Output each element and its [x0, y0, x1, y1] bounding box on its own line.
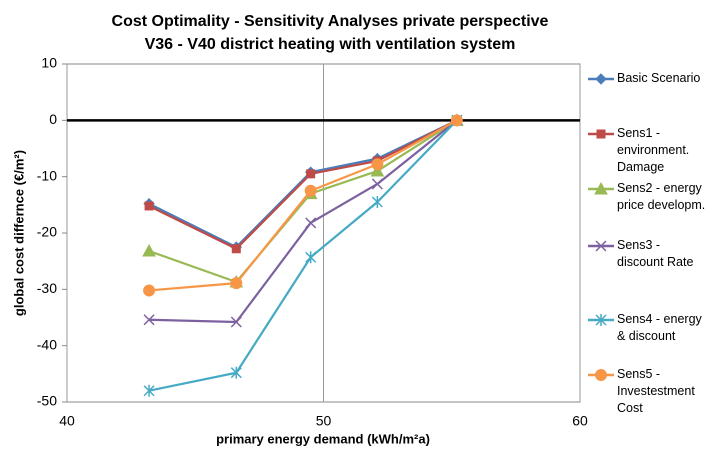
legend-marker	[595, 369, 607, 381]
legend-label: Sens3 - discount Rate	[617, 238, 694, 269]
legend-label: Sens1 - environment. Damage	[617, 126, 690, 174]
marker	[144, 201, 154, 211]
legend-label-box: Sens3 - discount Rate	[617, 238, 694, 269]
marker	[371, 158, 384, 171]
legend-label-box: Basic Scenario	[617, 71, 701, 85]
y-tick-label: -10	[37, 167, 57, 183]
legend-label-box: Sens5 - Investestment Cost	[617, 367, 695, 415]
legend-item: Sens4 - energy & discount	[588, 312, 702, 343]
marker	[306, 169, 316, 179]
legend-item: Sens1 - environment. Damage	[588, 126, 690, 174]
marker	[143, 314, 155, 326]
marker	[370, 163, 385, 177]
y-tick-label: 10	[41, 55, 57, 71]
y-tick-label: 0	[49, 111, 57, 127]
legend-marker	[595, 314, 607, 326]
x-tick-label: 40	[59, 413, 75, 429]
legend-label-box: Sens4 - energy & discount	[617, 312, 702, 343]
y-tick-label: -30	[37, 280, 57, 296]
legend-marker	[595, 240, 607, 252]
legend-marker	[596, 129, 606, 139]
marker	[305, 217, 317, 229]
marker	[230, 316, 242, 328]
legend-label-box: Sens1 - environment. Damage	[617, 126, 690, 174]
y-tick-label: -20	[37, 224, 57, 240]
marker	[230, 277, 243, 290]
marker	[304, 184, 317, 197]
legend-item: Sens3 - discount Rate	[588, 238, 694, 269]
legend-item: Sens2 - energy price developm.	[588, 181, 706, 212]
marker	[450, 114, 463, 127]
x-tick-label: 50	[316, 413, 332, 429]
marker	[305, 251, 317, 264]
y-tick-label: -40	[37, 336, 57, 352]
x-tick-label: 60	[572, 413, 588, 429]
marker	[231, 244, 241, 254]
legend-label: Sens5 - Investestment Cost	[617, 367, 695, 415]
marker	[230, 366, 242, 379]
chart-title: Cost Optimality - Sensitivity Analyses p…	[112, 13, 549, 30]
y-tick-label: -50	[37, 393, 57, 409]
legend-marker	[595, 73, 607, 85]
x-axis-label: primary energy demand (kWh/m²a)	[216, 431, 430, 446]
marker	[143, 284, 156, 297]
marker	[142, 243, 156, 257]
marker	[371, 178, 383, 190]
legend-label: Basic Scenario	[617, 71, 701, 85]
legend-label: Sens2 - energy price developm.	[617, 181, 706, 212]
marker	[143, 384, 155, 397]
legend-marker	[594, 181, 608, 195]
legend-label-box: Sens2 - energy price developm.	[617, 181, 706, 212]
y-axis-label: global cost differnce (€/m²)	[11, 150, 26, 316]
legend-item: Sens5 - Investestment Cost	[588, 367, 695, 415]
chart-subtitle: V36 - V40 district heating with ventilat…	[145, 36, 516, 53]
marker	[371, 196, 383, 209]
legend-label: Sens4 - energy & discount	[617, 312, 702, 343]
legend-item: Basic Scenario	[588, 71, 701, 85]
